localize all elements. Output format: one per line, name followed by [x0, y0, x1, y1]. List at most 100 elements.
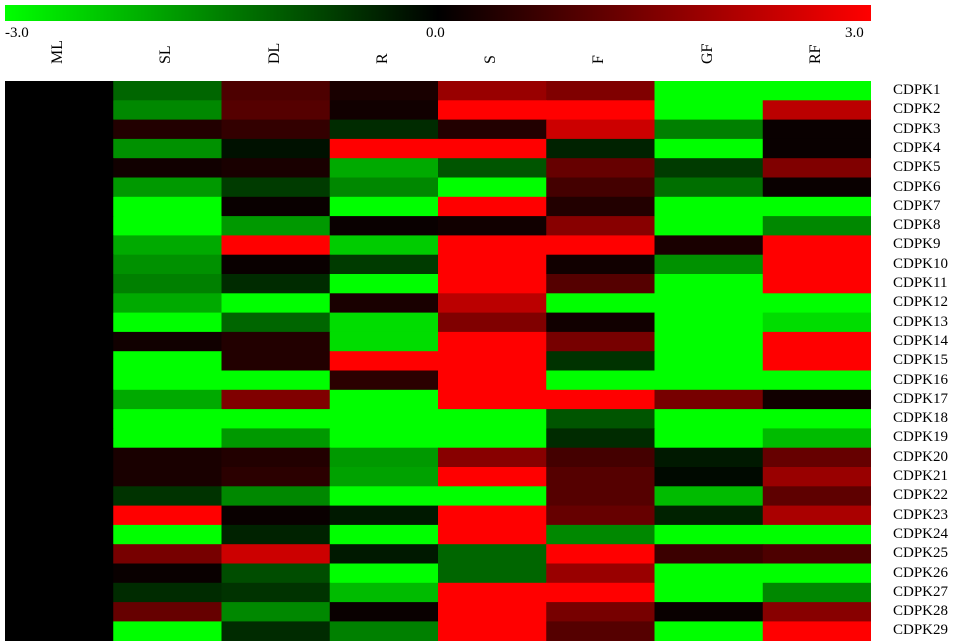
- heatmap-cell-CDPK6-SL: [113, 177, 223, 198]
- heatmap-cell-CDPK4-GF: [654, 138, 764, 159]
- heatmap-cell-CDPK10-DL: [221, 254, 331, 275]
- heatmap-cell-CDPK22-SL: [113, 486, 223, 507]
- row-label-CDPK23: CDPK23: [893, 506, 949, 523]
- heatmap-cell-CDPK21-GF: [654, 467, 764, 487]
- heatmap-cell-CDPK24-GF: [654, 524, 764, 545]
- heatmap-cell-CDPK5-F: [546, 158, 656, 179]
- heatmap-cell-CDPK7-ML: [5, 196, 114, 217]
- heatmap-cell-CDPK29-ML: [5, 621, 114, 641]
- heatmap-cell-CDPK29-SL: [113, 621, 223, 641]
- heatmap-cell-CDPK1-F: [546, 81, 656, 101]
- heatmap-cell-CDPK27-R: [329, 582, 439, 603]
- heatmap-cell-CDPK24-F: [546, 524, 656, 545]
- heatmap-cell-CDPK11-RF: [762, 274, 871, 294]
- row-label-CDPK13: CDPK13: [893, 313, 949, 330]
- heatmap-cell-CDPK13-ML: [5, 312, 114, 333]
- heatmap-cell-CDPK11-GF: [654, 274, 764, 294]
- heatmap-cell-CDPK20-F: [546, 447, 656, 468]
- heatmap-cell-CDPK6-ML: [5, 177, 114, 198]
- heatmap-cell-CDPK15-SL: [113, 351, 223, 372]
- heatmap-cell-CDPK7-RF: [762, 196, 871, 217]
- heatmap-cell-CDPK23-RF: [762, 505, 871, 526]
- heatmap-cell-CDPK5-R: [329, 158, 439, 179]
- heatmap-cell-CDPK14-F: [546, 331, 656, 352]
- row-label-CDPK17: CDPK17: [893, 390, 949, 407]
- heatmap-cell-CDPK7-GF: [654, 196, 764, 217]
- heatmap-cell-CDPK23-R: [329, 505, 439, 526]
- heatmap-cell-CDPK29-S: [438, 621, 547, 641]
- heatmap-cell-CDPK4-ML: [5, 138, 114, 159]
- row-label-CDPK15: CDPK15: [893, 352, 949, 369]
- column-label-DL: DL: [265, 42, 283, 64]
- heatmap-cell-CDPK5-GF: [654, 158, 764, 179]
- heatmap-cell-CDPK8-ML: [5, 216, 114, 236]
- heatmap-cell-CDPK24-ML: [5, 524, 114, 545]
- row-label-CDPK14: CDPK14: [893, 332, 949, 349]
- heatmap-cell-CDPK15-ML: [5, 351, 114, 372]
- heatmap-cell-CDPK23-DL: [221, 505, 331, 526]
- heatmap-cell-CDPK22-GF: [654, 486, 764, 507]
- heatmap-cell-CDPK14-RF: [762, 331, 871, 352]
- heatmap-cell-CDPK7-S: [438, 196, 547, 217]
- heatmap-cell-CDPK26-F: [546, 563, 656, 584]
- heatmap-cell-CDPK20-GF: [654, 447, 764, 468]
- heatmap-cell-CDPK14-GF: [654, 331, 764, 352]
- heatmap-cell-CDPK16-SL: [113, 370, 223, 391]
- row-label-CDPK16: CDPK16: [893, 371, 949, 388]
- heatmap-cell-CDPK6-RF: [762, 177, 871, 198]
- heatmap-cell-CDPK14-S: [438, 331, 547, 352]
- heatmap-cell-CDPK10-SL: [113, 254, 223, 275]
- row-label-CDPK3: CDPK3: [893, 120, 941, 137]
- heatmap-cell-CDPK6-R: [329, 177, 439, 198]
- heatmap-cell-CDPK17-R: [329, 389, 439, 410]
- heatmap-cell-CDPK2-R: [329, 100, 439, 121]
- heatmap-cell-CDPK22-DL: [221, 486, 331, 507]
- heatmap-cell-CDPK9-DL: [221, 235, 331, 256]
- heatmap-cell-CDPK12-GF: [654, 293, 764, 314]
- heatmap-cell-CDPK13-RF: [762, 312, 871, 333]
- heatmap-cell-CDPK18-S: [438, 409, 547, 429]
- heatmap-cell-CDPK19-ML: [5, 428, 114, 449]
- heatmap-cell-CDPK22-R: [329, 486, 439, 507]
- heatmap-cell-CDPK13-GF: [654, 312, 764, 333]
- heatmap-cell-CDPK13-F: [546, 312, 656, 333]
- row-label-CDPK24: CDPK24: [893, 525, 949, 542]
- heatmap-cell-CDPK28-GF: [654, 602, 764, 622]
- heatmap-cell-CDPK28-S: [438, 602, 547, 622]
- column-label-GF: GF: [698, 43, 716, 64]
- heatmap-cell-CDPK23-GF: [654, 505, 764, 526]
- heatmap-grid: [5, 81, 871, 641]
- heatmap-cell-CDPK12-ML: [5, 293, 114, 314]
- heatmap-cell-CDPK3-DL: [221, 119, 331, 140]
- heatmap-cell-CDPK25-DL: [221, 544, 331, 565]
- heatmap-cell-CDPK17-S: [438, 389, 547, 410]
- heatmap-cell-CDPK9-SL: [113, 235, 223, 256]
- heatmap-cell-CDPK26-S: [438, 563, 547, 584]
- heatmap-cell-CDPK25-ML: [5, 544, 114, 565]
- heatmap-cell-CDPK9-RF: [762, 235, 871, 256]
- heatmap-cell-CDPK14-SL: [113, 331, 223, 352]
- heatmap-cell-CDPK12-DL: [221, 293, 331, 314]
- heatmap-cell-CDPK21-ML: [5, 467, 114, 487]
- heatmap-cell-CDPK25-SL: [113, 544, 223, 565]
- heatmap-cell-CDPK29-GF: [654, 621, 764, 641]
- heatmap-cell-CDPK24-R: [329, 524, 439, 545]
- heatmap-cell-CDPK2-DL: [221, 100, 331, 121]
- row-label-CDPK26: CDPK26: [893, 564, 949, 581]
- column-label-ML: ML: [49, 40, 67, 64]
- heatmap-cell-CDPK18-ML: [5, 409, 114, 429]
- heatmap-cell-CDPK26-RF: [762, 563, 871, 584]
- heatmap-cell-CDPK24-SL: [113, 524, 223, 545]
- heatmap-cell-CDPK25-GF: [654, 544, 764, 565]
- row-label-CDPK27: CDPK27: [893, 583, 949, 600]
- heatmap-cell-CDPK17-GF: [654, 389, 764, 410]
- heatmap-cell-CDPK16-RF: [762, 370, 871, 391]
- heatmap-cell-CDPK13-SL: [113, 312, 223, 333]
- heatmap-cell-CDPK27-ML: [5, 582, 114, 603]
- heatmap-cell-CDPK6-F: [546, 177, 656, 198]
- heatmap-cell-CDPK15-DL: [221, 351, 331, 372]
- heatmap-cell-CDPK3-GF: [654, 119, 764, 140]
- heatmap-cell-CDPK1-ML: [5, 81, 114, 101]
- heatmap-cell-CDPK7-F: [546, 196, 656, 217]
- heatmap-cell-CDPK26-GF: [654, 563, 764, 584]
